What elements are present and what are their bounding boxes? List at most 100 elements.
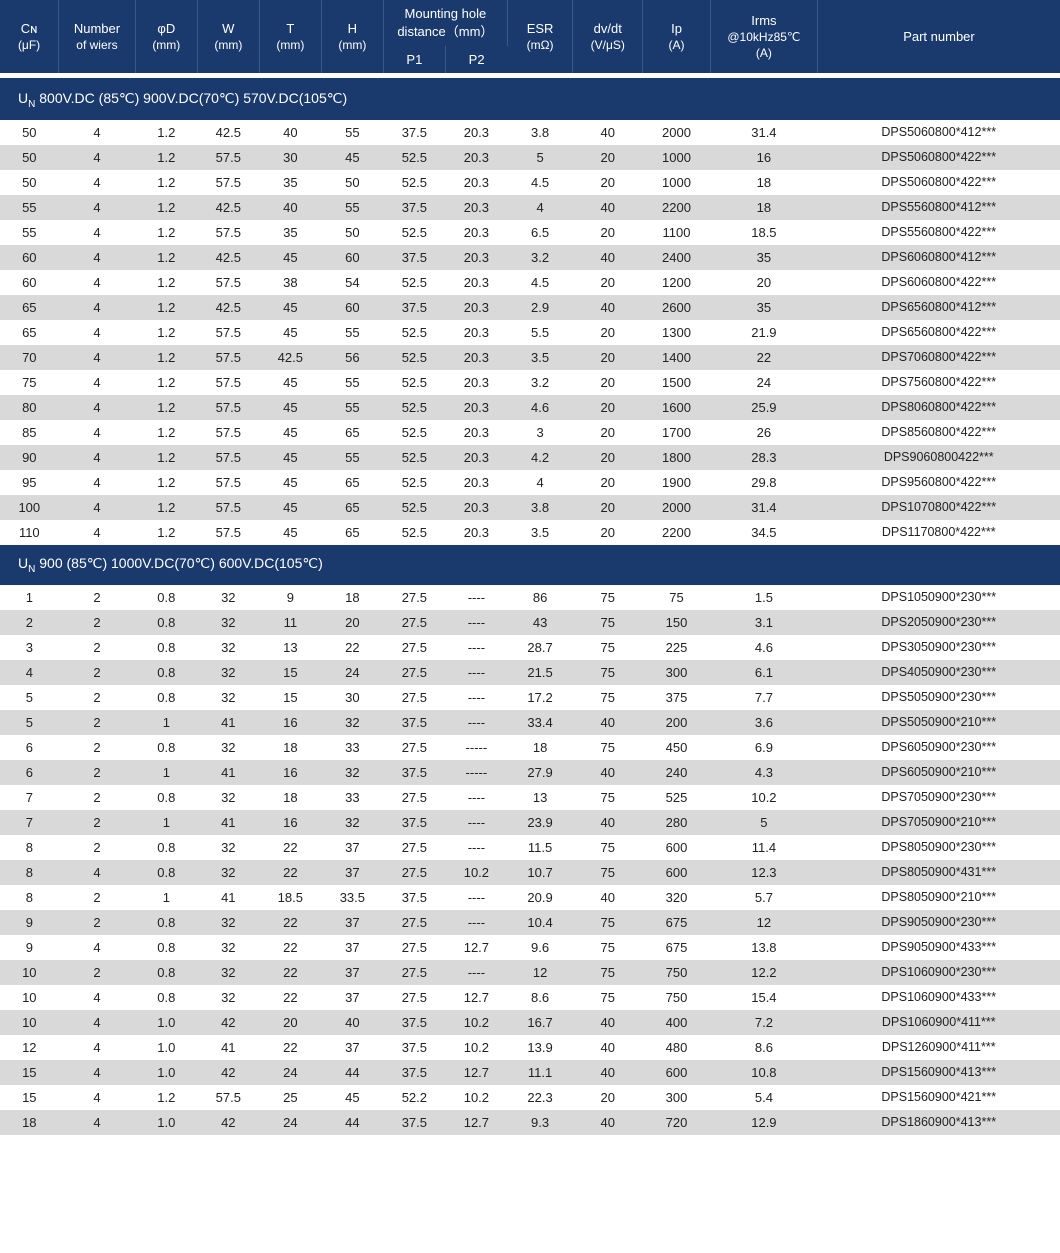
table-row: 1841.042244437.512.79.34072012.9DPS18609… — [0, 1110, 1060, 1135]
table-cell: 22 — [321, 635, 383, 660]
table-cell: 25.9 — [710, 395, 817, 420]
table-row: 8041.257.5455552.520.34.620160025.9DPS80… — [0, 395, 1060, 420]
table-cell: 20 — [573, 495, 643, 520]
table-cell: 32 — [197, 785, 259, 810]
table-cell: 0.8 — [135, 660, 197, 685]
table-cell: 600 — [643, 1060, 711, 1085]
table-cell: DPS3050900*230*** — [817, 635, 1060, 660]
table-cell: 5 — [0, 685, 59, 710]
table-cell: 3.8 — [507, 495, 572, 520]
table-cell: 41 — [197, 710, 259, 735]
table-cell: 26 — [710, 420, 817, 445]
table-cell: 1100 — [643, 220, 711, 245]
table-cell: 4 — [0, 660, 59, 685]
table-cell: 52.5 — [383, 170, 445, 195]
table-cell: 1.2 — [135, 245, 197, 270]
table-cell: 18 — [507, 735, 572, 760]
table-cell: 20.9 — [507, 885, 572, 910]
table-cell: 12.7 — [445, 935, 507, 960]
table-cell: 27.5 — [383, 910, 445, 935]
table-cell: 0.8 — [135, 610, 197, 635]
table-cell: 15 — [0, 1060, 59, 1085]
table-cell: DPS6560800*422*** — [817, 320, 1060, 345]
table-cell: 2 — [59, 585, 136, 610]
table-cell: 21.9 — [710, 320, 817, 345]
table-cell: 42 — [197, 1010, 259, 1035]
table-cell: 100 — [0, 495, 59, 520]
table-cell: 2000 — [643, 120, 711, 145]
table-cell: 55 — [321, 120, 383, 145]
table-cell: 40 — [573, 760, 643, 785]
table-cell: 280 — [643, 810, 711, 835]
table-cell: 22 — [259, 1035, 321, 1060]
table-cell: 27.5 — [383, 660, 445, 685]
table-cell: 32 — [321, 760, 383, 785]
table-cell: 1 — [135, 810, 197, 835]
table-cell: 17.2 — [507, 685, 572, 710]
table-cell: 15.4 — [710, 985, 817, 1010]
table-cell: 150 — [643, 610, 711, 635]
table-cell: 1.2 — [135, 370, 197, 395]
col-h: H(mm) — [321, 0, 383, 73]
table-cell: 10.2 — [445, 1035, 507, 1060]
table-cell: 65 — [321, 495, 383, 520]
table-cell: 7 — [0, 785, 59, 810]
table-row: 7041.257.542.55652.520.33.520140022DPS70… — [0, 345, 1060, 370]
table-cell: 20 — [573, 170, 643, 195]
table-cell: 40 — [573, 1010, 643, 1035]
col-wires: Numberof wiers — [59, 0, 136, 73]
table-cell: 5.5 — [507, 320, 572, 345]
table-cell: 32 — [197, 860, 259, 885]
table-cell: 2 — [59, 785, 136, 810]
table-cell: 4 — [59, 320, 136, 345]
table-cell: 40 — [573, 1060, 643, 1085]
table-cell: ---- — [445, 585, 507, 610]
table-cell: DPS1170800*422*** — [817, 520, 1060, 545]
table-cell: 6 — [0, 760, 59, 785]
table-cell: 45 — [259, 370, 321, 395]
table-cell: 1200 — [643, 270, 711, 295]
table-cell: 0.8 — [135, 685, 197, 710]
table-cell: 75 — [573, 660, 643, 685]
table-cell: 6.9 — [710, 735, 817, 760]
table-cell: 57.5 — [197, 370, 259, 395]
table-cell: 42.5 — [197, 295, 259, 320]
table-cell: 2.9 — [507, 295, 572, 320]
table-cell: 52.5 — [383, 495, 445, 520]
table-cell: 52.5 — [383, 220, 445, 245]
table-cell: 37 — [321, 835, 383, 860]
table-cell: 50 — [0, 170, 59, 195]
table-cell: 22 — [259, 860, 321, 885]
table-cell: 44 — [321, 1060, 383, 1085]
table-cell: DPS1860900*413*** — [817, 1110, 1060, 1135]
table-cell: 2 — [59, 660, 136, 685]
table-cell: 65 — [321, 520, 383, 545]
table-cell: 10.2 — [445, 1010, 507, 1035]
table-cell: 1.2 — [135, 495, 197, 520]
table-cell: 225 — [643, 635, 711, 660]
table-cell: 42.5 — [259, 345, 321, 370]
table-cell: 4.6 — [507, 395, 572, 420]
table-cell: 37.5 — [383, 120, 445, 145]
table-cell: 12 — [0, 1035, 59, 1060]
table-cell: DPS1560900*413*** — [817, 1060, 1060, 1085]
table-cell: 37 — [321, 960, 383, 985]
col-dvdt: dv/dt(V/μS) — [573, 0, 643, 73]
table-cell: 37.5 — [383, 710, 445, 735]
table-cell: 50 — [0, 145, 59, 170]
table-cell: 1.2 — [135, 395, 197, 420]
table-cell: 20 — [573, 420, 643, 445]
table-cell: 12 — [507, 960, 572, 985]
table-cell: 45 — [259, 520, 321, 545]
table-cell: 4 — [59, 245, 136, 270]
table-cell: 15 — [259, 685, 321, 710]
table-cell: 480 — [643, 1035, 711, 1060]
table-cell: 41 — [197, 810, 259, 835]
table-cell: 12.9 — [710, 1110, 817, 1135]
table-cell: 0.8 — [135, 910, 197, 935]
table-cell: 40 — [573, 195, 643, 220]
table-cell: 9.6 — [507, 935, 572, 960]
table-cell: 1.2 — [135, 195, 197, 220]
table-cell: 34.5 — [710, 520, 817, 545]
table-cell: 90 — [0, 445, 59, 470]
